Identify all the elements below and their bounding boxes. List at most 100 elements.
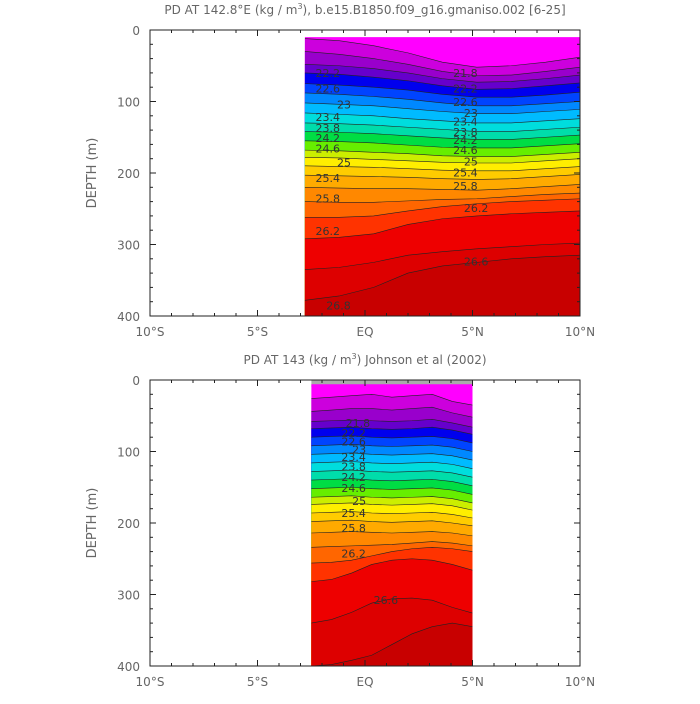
- contour-line-15: [304, 174, 580, 180]
- contour-label: 22.6: [316, 83, 341, 96]
- contour-line-21: [304, 254, 580, 301]
- contour-line-6: [304, 92, 580, 107]
- contour-label: 23: [352, 443, 366, 456]
- x-tick-label: 10°S: [136, 675, 165, 689]
- contour-line-11: [304, 140, 580, 149]
- contour-line-5: [304, 83, 580, 98]
- x-tick-label: 10°N: [565, 675, 595, 689]
- x-tick-label: 5°N: [461, 325, 484, 339]
- contour-line-9: [304, 122, 580, 132]
- contour-line-12: [311, 495, 473, 504]
- y-axis-label: DEPTH (m): [85, 138, 100, 209]
- contour-label: 26.6: [464, 256, 489, 269]
- panel-top: 22.222.62323.423.824.224.62525.425.826.2…: [85, 2, 595, 339]
- contour-label: 21.8: [453, 67, 478, 80]
- y-tick-label: 0: [132, 374, 140, 388]
- panel-title: PD AT 143 (kg / m3) Johnson et al (2002): [243, 352, 486, 367]
- contour-line-16: [311, 531, 473, 537]
- contour-line-20: [311, 597, 473, 624]
- missing-data-area: [311, 380, 473, 388]
- contour-label: 23.8: [316, 122, 341, 135]
- contour-label: 25: [337, 156, 351, 169]
- contour-label: 25.8: [341, 522, 366, 535]
- contour-label: 24.6: [453, 144, 478, 157]
- contour-line-10: [311, 478, 473, 487]
- x-tick-label: 10°N: [565, 325, 595, 339]
- contour-label: 25.4: [453, 166, 478, 179]
- contour-label: 21.8: [346, 417, 371, 430]
- title-superscript: 3: [352, 352, 357, 361]
- contour-line-21: [311, 622, 473, 666]
- y-tick-label: 100: [117, 96, 140, 110]
- y-tick-label: 400: [117, 310, 140, 324]
- contour-line-6: [311, 444, 473, 452]
- contour-line-3: [311, 419, 473, 428]
- title-rest: ), b.e15.B1850.f09_g16.gmaniso.002 [6-25…: [303, 3, 566, 17]
- contour-line-1: [304, 38, 580, 68]
- panel-title: PD AT 142.8°E (kg / m3), b.e15.B1850.f09…: [164, 2, 565, 17]
- contour-line-3: [304, 64, 580, 83]
- contour-label: 26.8: [326, 299, 351, 312]
- contour-label: 25.8: [453, 180, 478, 193]
- density-band-21: [304, 255, 580, 316]
- contour-label: 25: [464, 156, 478, 169]
- contour-line-17: [311, 541, 473, 548]
- x-tick-label: 10°S: [136, 325, 165, 339]
- contour-label: 22.2: [453, 83, 478, 96]
- title-main: PD AT 142.8°E (kg / m: [164, 3, 297, 17]
- contour-line-4: [311, 426, 473, 435]
- contour-line-19: [311, 558, 473, 582]
- contour-line-2: [311, 406, 473, 418]
- contour-line-14: [304, 165, 580, 172]
- contour-line-8: [311, 461, 473, 469]
- x-tick-label: EQ: [356, 675, 373, 689]
- y-tick-label: 400: [117, 660, 140, 674]
- contour-label: 26.6: [374, 594, 399, 607]
- contour-line-2: [304, 51, 580, 77]
- contour-line-17: [304, 192, 580, 203]
- title-rest: ) Johnson et al (2002): [357, 353, 487, 367]
- contour-label: 24.6: [316, 143, 341, 156]
- y-tick-label: 100: [117, 446, 140, 460]
- contour-label: 25.4: [341, 507, 366, 520]
- contour-label: 24.2: [341, 471, 366, 484]
- contour-label: 22.6: [341, 435, 366, 448]
- contour-label: 23: [464, 107, 478, 120]
- contour-label: 24.2: [453, 134, 478, 147]
- contour-label: 25: [352, 495, 366, 508]
- title-superscript: 3: [297, 2, 302, 11]
- contour-label: 23.4: [316, 111, 341, 124]
- contour-label: 22.6: [453, 96, 478, 109]
- contour-label: 26.2: [316, 225, 341, 238]
- y-tick-label: 300: [117, 239, 140, 253]
- contour-line-1: [311, 393, 473, 406]
- contour-label: 25.8: [316, 193, 341, 206]
- contour-line-9: [311, 469, 473, 478]
- contour-label: 23.4: [341, 451, 366, 464]
- title-main: PD AT 143 (kg / m: [243, 353, 351, 367]
- x-tick-label: 5°S: [247, 675, 268, 689]
- contour-line-18: [304, 198, 580, 218]
- contour-label: 22.2: [316, 67, 341, 80]
- contour-line-4: [304, 72, 580, 90]
- y-tick-label: 0: [132, 24, 140, 38]
- contour-label: 25.4: [316, 172, 341, 185]
- contour-line-8: [304, 112, 580, 124]
- x-tick-label: 5°N: [461, 675, 484, 689]
- contour-label: 24.2: [316, 132, 341, 145]
- contour-line-11: [311, 486, 473, 495]
- contour-label: 23.4: [453, 116, 478, 129]
- contour-line-19: [304, 210, 580, 240]
- contour-line-5: [311, 435, 473, 444]
- x-tick-label: EQ: [356, 325, 373, 339]
- contour-line-13: [304, 156, 580, 164]
- y-tick-label: 300: [117, 589, 140, 603]
- plot-area: 22.222.62323.423.824.224.62525.425.826.2…: [304, 37, 580, 316]
- contour-label: 23.8: [453, 126, 478, 139]
- contour-line-16: [304, 184, 580, 191]
- contour-line-12: [304, 149, 580, 157]
- contour-label: 23: [337, 98, 351, 111]
- y-tick-label: 200: [117, 167, 140, 181]
